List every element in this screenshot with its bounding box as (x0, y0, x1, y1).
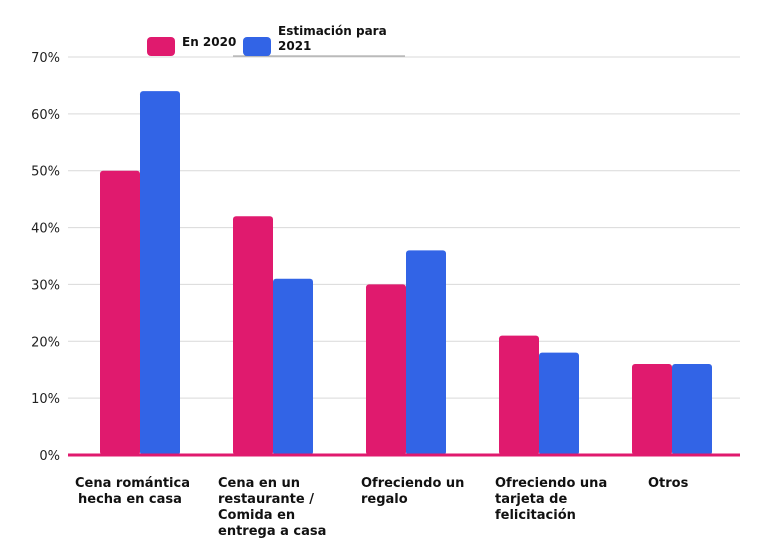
y-tick-label: 60% (31, 108, 60, 123)
bar-series-2 (539, 352, 579, 455)
y-tick-label: 70% (31, 51, 60, 66)
legend-swatch (243, 37, 271, 56)
legend-swatch (147, 37, 175, 56)
x-category-label: Cena en un restaurante / Comida en entrega … (218, 476, 326, 539)
bar-series-1 (632, 364, 672, 455)
bar-series-2 (140, 91, 180, 455)
x-category-label: Otros (648, 476, 689, 491)
legend-label: Estimación para 2021 (278, 24, 387, 53)
legend-label: En 2020 (182, 35, 236, 49)
x-category-label: Cena romántica hecha en casa (75, 476, 190, 507)
bar-series-2 (672, 364, 712, 455)
bar-series-1 (366, 284, 406, 455)
bars (100, 91, 712, 455)
y-axis: 0% 10% 20% 30% 40% 50% 60% 70% (31, 51, 60, 464)
bar-series-2 (406, 250, 446, 455)
y-tick-label: 0% (39, 449, 60, 464)
y-tick-label: 30% (31, 278, 60, 293)
x-category-label: Ofreciendo un regalo (361, 476, 464, 507)
x-axis: Cena romántica hecha en casa Cena en un res… (68, 453, 740, 539)
legend: En 2020 Estimación para 2021 (147, 24, 405, 57)
y-tick-label: 20% (31, 335, 60, 350)
bar-series-1 (233, 216, 273, 455)
y-tick-label: 10% (31, 392, 60, 407)
bar-series-2 (273, 278, 313, 455)
bar-series-1 (100, 170, 140, 455)
bar-series-1 (499, 335, 539, 455)
x-category-label: Ofreciendo una tarjeta de felicitación (495, 476, 607, 523)
y-tick-label: 40% (31, 222, 60, 237)
y-tick-label: 50% (31, 165, 60, 180)
